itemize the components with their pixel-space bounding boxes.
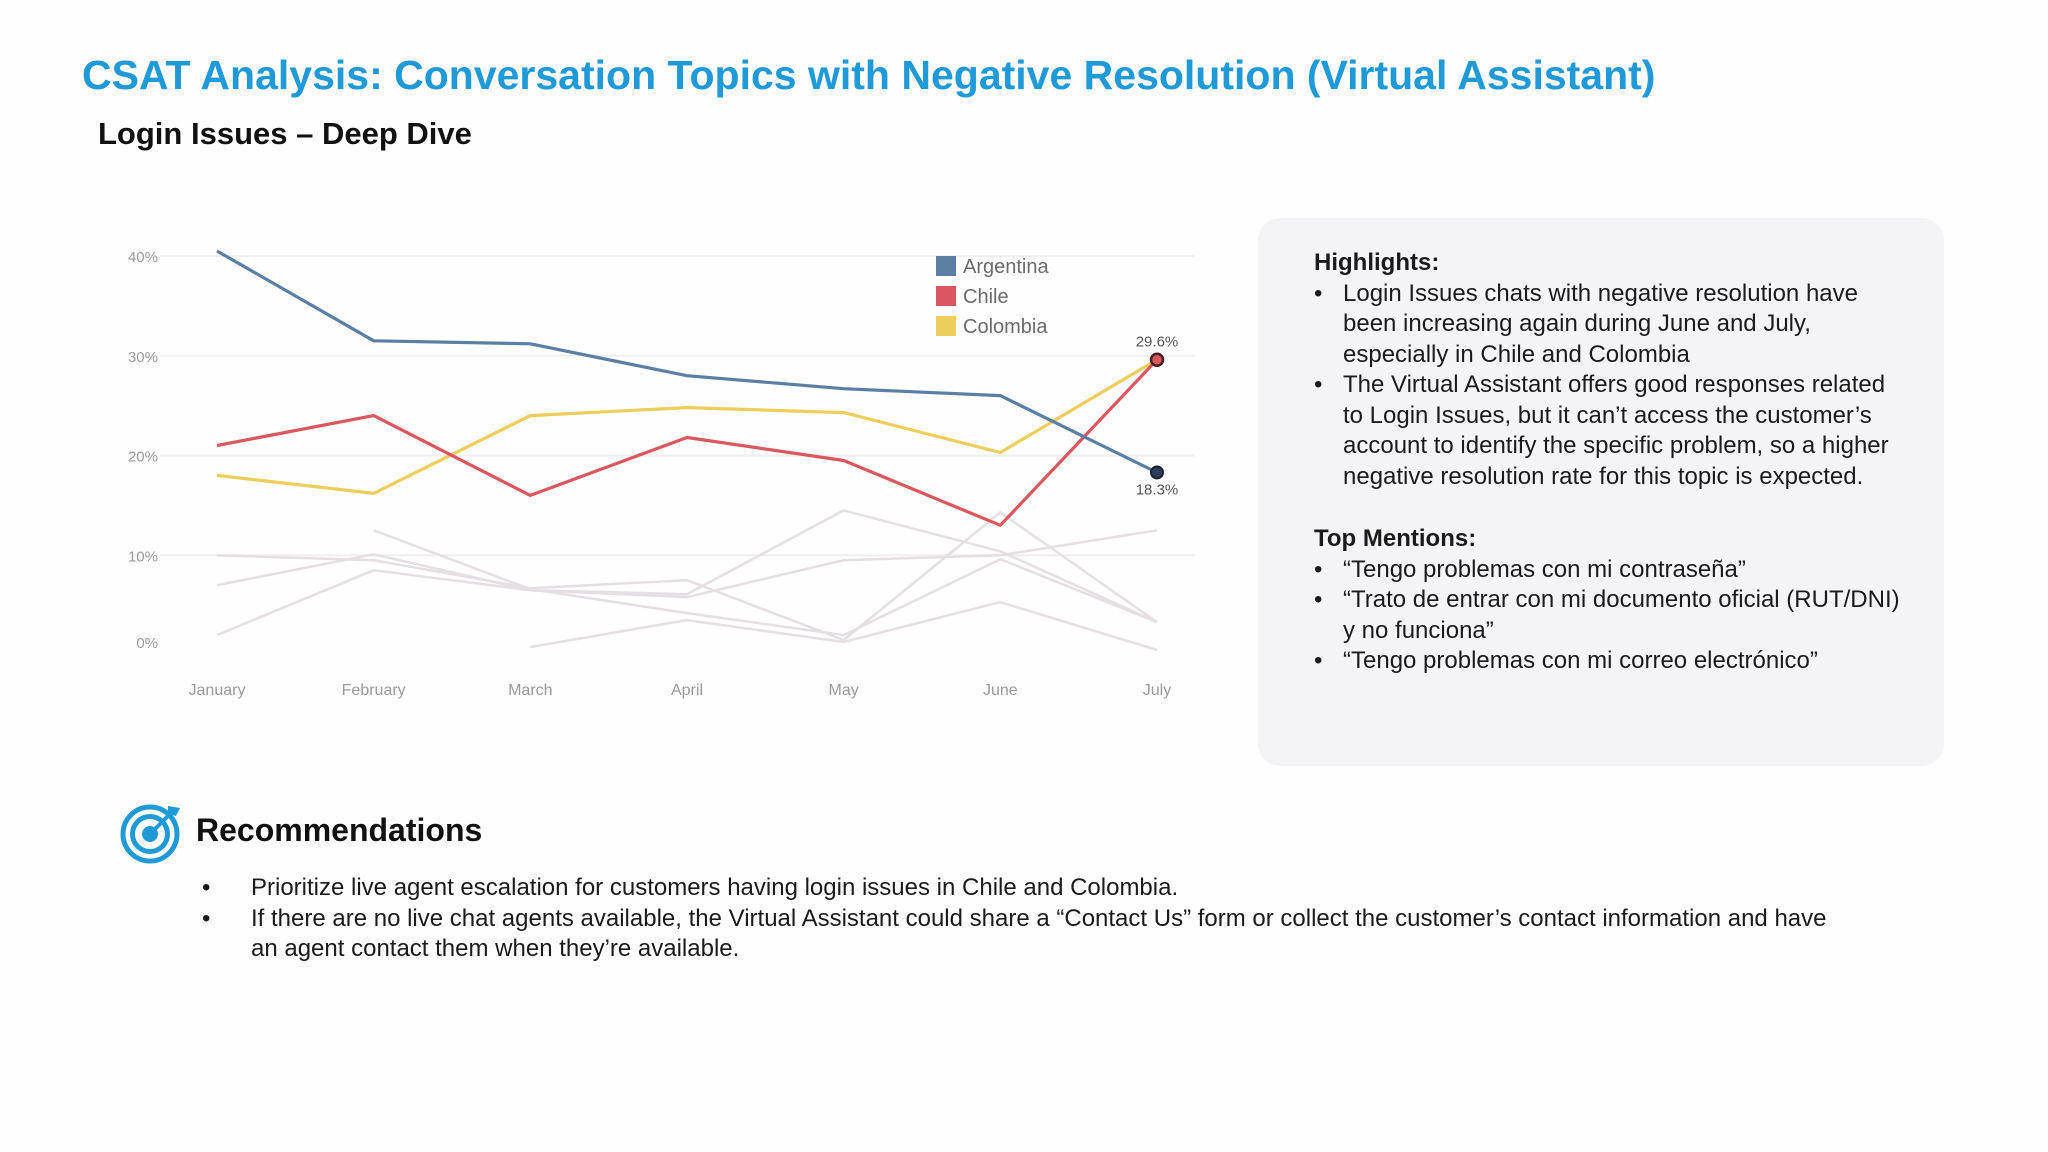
recommendations-title: Recommendations [196, 812, 483, 848]
y-tick-label: 10% [128, 548, 158, 565]
legend-swatch-colombia [936, 316, 956, 336]
y-tick-label: 30% [128, 349, 158, 366]
series-line-argentina [216, 249, 1158, 474]
top-mentions-list: “Tengo problemas con mi contraseña” “Tra… [1314, 555, 1904, 677]
top-mentions-heading: Top Mentions: [1314, 525, 1477, 552]
data-label: 18.3% [1136, 481, 1179, 498]
x-tick-label: February [342, 682, 406, 699]
x-tick-label: May [829, 682, 859, 699]
mention-item: “Trato de entrar con mi documento oficia… [1314, 585, 1904, 646]
page-title: CSAT Analysis: Conversation Topics with … [82, 52, 1656, 98]
legend-label: Chile [963, 286, 1009, 308]
y-tick-label: 40% [128, 249, 158, 266]
data-point-argentina-july [1150, 465, 1164, 480]
line-chart-svg: 0% 10% 20% 30% 40% January February March April M… [128, 249, 1195, 699]
series-line-chile [216, 358, 1159, 527]
legend-label: Argentina [963, 256, 1049, 278]
y-tick-label: 20% [128, 449, 158, 466]
recommendations-list: Prioritize live agent escalation for cus… [196, 873, 1836, 965]
target-icon [120, 804, 180, 864]
x-tick-label: June [983, 682, 1018, 699]
background-series-line [216, 529, 1158, 599]
x-tick-label: April [671, 682, 703, 699]
highlights-panel: Highlights: Login Issues chats with nega… [1258, 218, 1944, 766]
line-chart: 0% 10% 20% 30% 40% January February March April M… [100, 225, 1210, 725]
legend-swatch-argentina [936, 256, 956, 276]
highlight-item: Login Issues chats with negative resolut… [1314, 279, 1904, 371]
y-tick-label: 0% [136, 635, 158, 652]
recommendation-item: If there are no live chat agents availab… [196, 904, 1836, 965]
x-tick-label: July [1143, 682, 1171, 699]
legend-swatch-chile [936, 286, 956, 306]
background-series-line [530, 600, 1158, 652]
background-series-line [373, 529, 1158, 637]
legend-label: Colombia [963, 316, 1048, 338]
page-subtitle: Login Issues – Deep Dive [98, 116, 472, 151]
highlight-item: The Virtual Assistant offers good respon… [1314, 370, 1904, 492]
series-line-colombia [216, 358, 1158, 495]
x-tick-label: March [508, 682, 552, 699]
background-series-line [216, 509, 1158, 637]
x-tick-label: January [189, 682, 246, 699]
highlights-heading: Highlights: [1314, 249, 1440, 276]
background-series-line [216, 511, 1158, 642]
mention-item: “Tengo problemas con mi correo electróni… [1314, 646, 1904, 677]
data-label: 29.6% [1136, 334, 1179, 351]
highlights-list: Login Issues chats with negative resolut… [1314, 279, 1904, 493]
data-point-chile-july [1149, 352, 1165, 367]
recommendation-item: Prioritize live agent escalation for cus… [196, 873, 1836, 904]
mention-item: “Tengo problemas con mi contraseña” [1314, 555, 1904, 586]
